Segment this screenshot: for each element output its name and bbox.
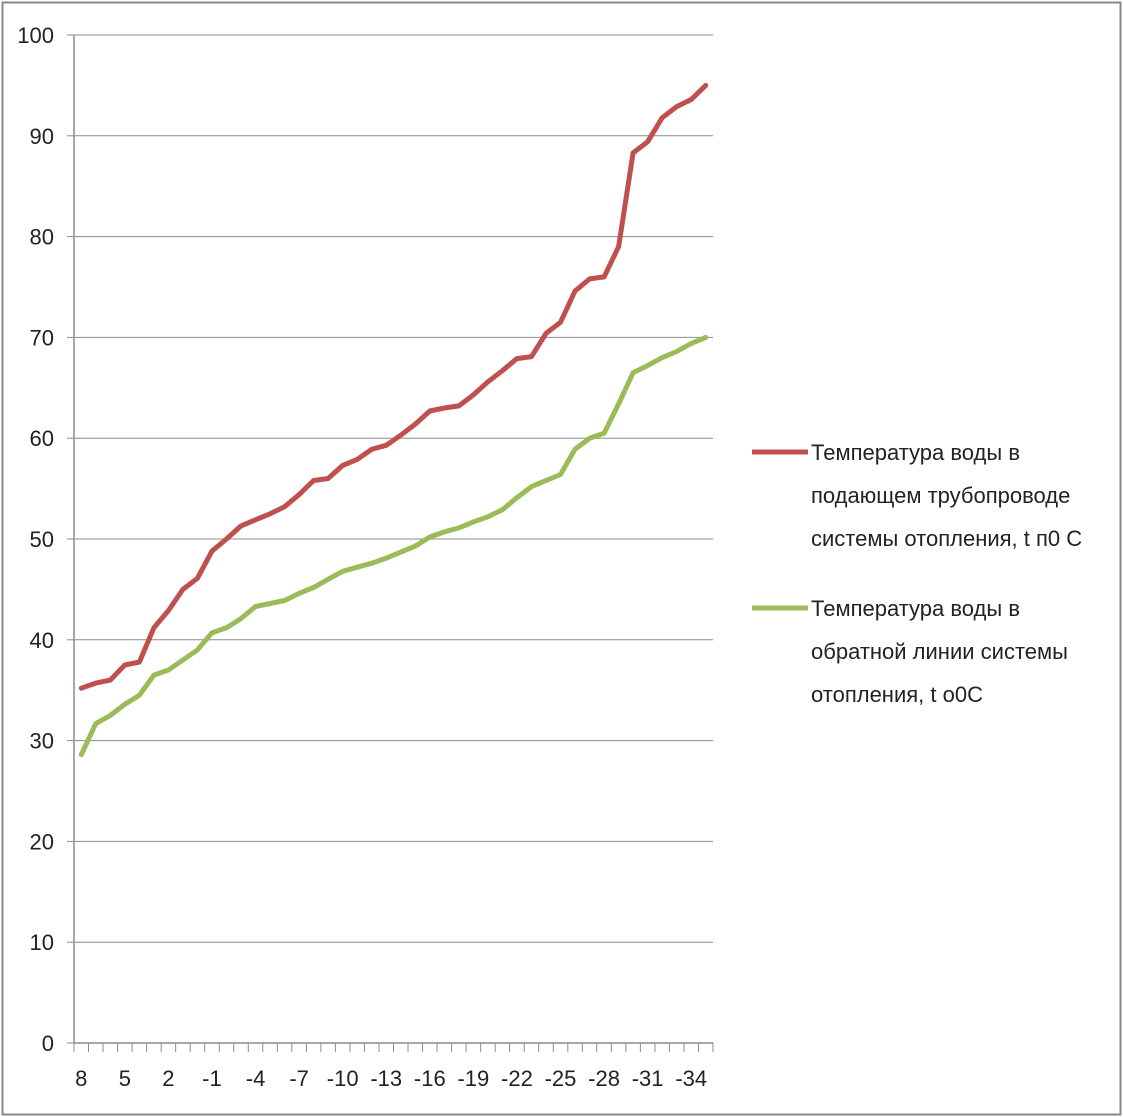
x-tick-label: -7 [289,1066,309,1091]
legend-entry-2-line: отопления, t о0С [811,682,983,707]
legend-entry-2-line: обратной линии системы [811,639,1068,664]
series-line-2 [78,334,709,758]
y-tick-label: 70 [30,325,54,350]
series-line-1 [78,82,709,691]
x-tick-label: 8 [75,1066,87,1091]
x-tick-label: -13 [370,1066,402,1091]
x-tick-label: -16 [414,1066,446,1091]
x-tick-labels: 8 5 2 -1 -4 -7 -10 -13 -16 -19 -22 -25 -28 -31 -34 [75,1066,707,1091]
x-tick-label: -4 [246,1066,266,1091]
x-tick-label: -28 [588,1066,620,1091]
y-tick-labels: 0 10 20 30 40 50 60 70 80 90 100 [17,23,54,1056]
y-tick-label: 30 [30,729,54,754]
y-tick-label: 40 [30,628,54,653]
series-lines [78,82,709,758]
axes [67,34,714,1052]
y-tick-label: 60 [30,426,54,451]
legend-entry-1-line: системы отопления, t п0 С [811,526,1082,551]
x-tick-label: -34 [675,1066,707,1091]
y-tick-label: 80 [30,225,54,250]
y-tick-label: 100 [17,23,54,48]
x-tick-label: 2 [162,1066,174,1091]
legend-entry-1-line: подающем трубопроводе [811,483,1070,508]
legend-entry-2-line: Температура воды в [811,596,1020,621]
x-tick-label: -22 [501,1066,533,1091]
y-tick-label: 90 [30,124,54,149]
x-tick-label: -1 [202,1066,222,1091]
y-tick-label: 50 [30,527,54,552]
y-tick-label: 20 [30,829,54,854]
legend: Температура воды в подающем трубопроводе с… [752,440,1082,707]
y-tick-label: 0 [42,1031,54,1056]
x-tick-label: -19 [457,1066,489,1091]
x-tick-label: 5 [119,1066,131,1091]
x-tick-label: -31 [632,1066,664,1091]
x-tick-label: -10 [327,1066,359,1091]
y-tick-label: 10 [30,930,54,955]
legend-entry-1-line: Температура воды в [811,440,1020,465]
x-tick-label: -25 [545,1066,577,1091]
